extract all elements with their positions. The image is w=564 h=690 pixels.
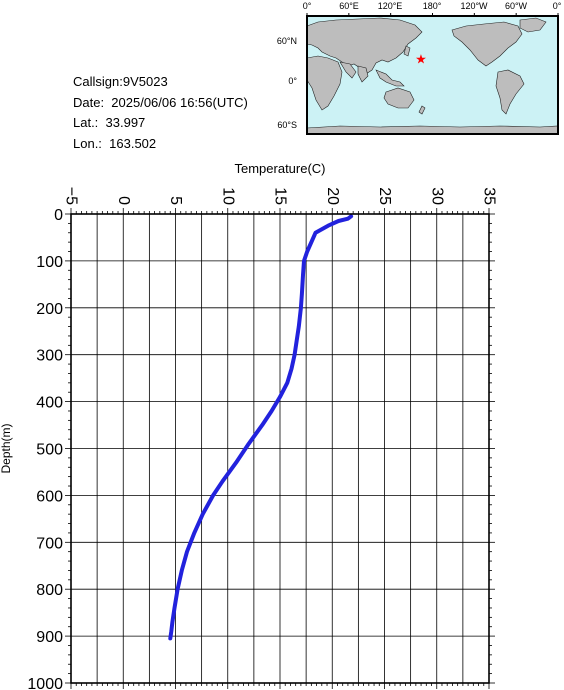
map-land — [306, 17, 559, 135]
x-tick-label: 15 — [272, 187, 289, 205]
y-tick-label: 800 — [36, 582, 63, 599]
x-tick-label: 20 — [324, 187, 341, 205]
land-africa — [306, 55, 343, 111]
date-text: Date: 2025/06/06 16:56(UTC) — [73, 94, 248, 110]
map-side-labels: 60°N 0° 60°S — [277, 36, 298, 130]
x-axis-label: Temperature(C) — [234, 161, 325, 176]
y-tick-labels: 0 100 200 300 400 500 600 700 800 900 1000 — [27, 207, 63, 690]
map-label-60e: 60°E — [339, 1, 359, 11]
land-japan — [403, 45, 411, 57]
map-label-0e: 0° — [303, 1, 312, 11]
land-new-zealand — [418, 105, 426, 115]
land-southeast-asia — [375, 69, 405, 87]
land-greenland — [519, 17, 547, 33]
land-north-america — [451, 21, 523, 67]
x-tick-label: −5 — [63, 187, 80, 205]
map-label-eq: 0° — [288, 76, 297, 86]
land-australia — [383, 87, 415, 109]
y-tick-label: 900 — [36, 629, 63, 646]
map-label-120e: 120°E — [378, 1, 403, 11]
map-label-60n: 60°N — [277, 36, 297, 46]
y-tick-label: 100 — [36, 254, 63, 271]
y-tick-label: 700 — [36, 535, 63, 552]
y-tick-label: 300 — [36, 348, 63, 365]
plot-frame — [70, 213, 490, 684]
chart-grid — [70, 213, 490, 684]
x-tick-label: 10 — [219, 187, 236, 205]
temperature-profile-line — [168, 214, 354, 641]
land-arabia-india — [339, 61, 369, 83]
map-ticks — [306, 13, 559, 16]
x-tick-label: 25 — [376, 187, 393, 205]
map-label-180: 180° — [423, 1, 442, 11]
y-tick-label: 400 — [36, 395, 63, 412]
x-tick-label: 0 — [115, 196, 132, 205]
y-tick-label: 600 — [36, 488, 63, 505]
y-tick-label: 200 — [36, 301, 63, 318]
y-tick-label: 500 — [36, 442, 63, 459]
land-eurasia — [306, 17, 423, 75]
map-label-60s: 60°S — [277, 120, 297, 130]
x-tick-label: 35 — [481, 187, 498, 205]
float-info: Callsign:9V5023 Date: 2025/06/06 16:56(U… — [73, 72, 248, 154]
longitude-text: Lon.: 163.502 — [73, 135, 157, 151]
land-south-america — [495, 69, 525, 115]
x-tick-labels: −5 0 5 10 15 20 25 30 35 — [63, 187, 498, 205]
y-tick-label: 0 — [54, 207, 63, 224]
y-axis-label: Depth(m) — [0, 423, 13, 473]
map-label-120w: 120°W — [460, 1, 488, 11]
position-marker-icon: ★ — [415, 52, 427, 67]
world-map: 0° 60°E 120°E 180° 120°W 60°W 0° 60°N 0°… — [277, 1, 562, 135]
x-tick-label: 30 — [428, 187, 445, 205]
map-label-0w: 0° — [553, 1, 562, 11]
callsign-text: Callsign:9V5023 — [73, 74, 168, 89]
map-top-labels: 0° 60°E 120°E 180° 120°W 60°W 0° — [303, 1, 562, 11]
y-tick-label: 1000 — [27, 676, 63, 690]
latitude-text: Lat.: 33.997 — [73, 115, 146, 130]
map-label-60w: 60°W — [505, 1, 528, 11]
x-tick-label: 5 — [167, 196, 184, 205]
